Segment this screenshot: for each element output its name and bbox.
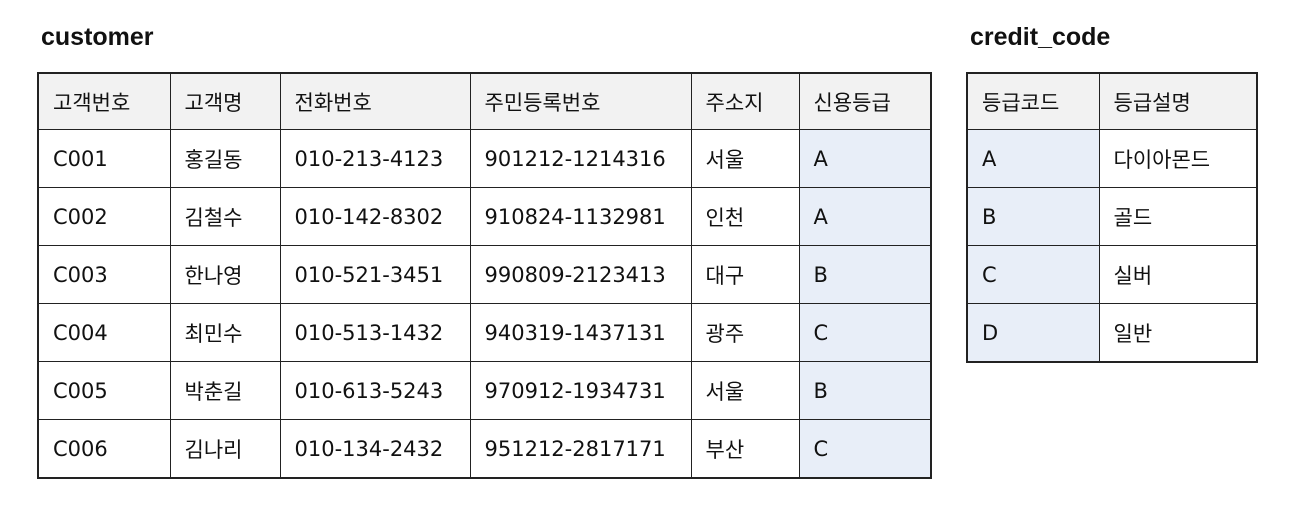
table-row: C006 김나리 010-134-2432 951212-2817171 부산 … (37, 419, 932, 479)
phone-cell: 010-142-8302 (279, 187, 471, 246)
credit-grade-cell: C (798, 419, 932, 479)
customer-id-cell: C001 (37, 129, 171, 188)
customer-id-cell: C002 (37, 187, 171, 246)
address-cell: 부산 (690, 419, 800, 479)
table-row: C005 박춘길 010-613-5243 970912-1934731 서울 … (37, 361, 932, 420)
customer-col-header: 주민등록번호 (469, 72, 692, 130)
table-row: C003 한나영 010-521-3451 990809-2123413 대구 … (37, 245, 932, 304)
resident-number-cell: 951212-2817171 (469, 419, 692, 479)
resident-number-cell: 940319-1437131 (469, 303, 692, 362)
resident-number-cell: 970912-1934731 (469, 361, 692, 420)
resident-number-cell: 901212-1214316 (469, 129, 692, 188)
table-row: C 실버 (966, 245, 1258, 304)
grade-description-cell: 골드 (1098, 187, 1258, 246)
address-cell: 대구 (690, 245, 800, 304)
credit-code-table-title: credit_code (970, 23, 1111, 51)
customer-name-cell: 홍길동 (169, 129, 281, 188)
credit-code-col-header: 등급코드 (966, 72, 1100, 130)
phone-cell: 010-613-5243 (279, 361, 471, 420)
customer-table-title: customer (41, 23, 154, 51)
customer-name-cell: 박춘길 (169, 361, 281, 420)
credit-grade-cell: B (798, 245, 932, 304)
table-row: B 골드 (966, 187, 1258, 246)
address-cell: 서울 (690, 361, 800, 420)
customer-col-header: 주소지 (690, 72, 800, 130)
customer-table: 고객번호 고객명 전화번호 주민등록번호 주소지 신용등급 C001 홍길동 0… (37, 72, 932, 479)
customer-name-cell: 최민수 (169, 303, 281, 362)
phone-cell: 010-213-4123 (279, 129, 471, 188)
phone-cell: 010-513-1432 (279, 303, 471, 362)
customer-id-cell: C003 (37, 245, 171, 304)
customer-col-header: 전화번호 (279, 72, 471, 130)
credit-grade-cell: A (798, 129, 932, 188)
credit-code-col-header: 등급설명 (1098, 72, 1258, 130)
customer-col-header: 신용등급 (798, 72, 932, 130)
customer-id-cell: C005 (37, 361, 171, 420)
grade-description-cell: 다이아몬드 (1098, 129, 1258, 188)
credit-grade-cell: C (798, 303, 932, 362)
grade-code-cell: D (966, 303, 1100, 363)
grade-code-cell: C (966, 245, 1100, 304)
address-cell: 서울 (690, 129, 800, 188)
grade-description-cell: 실버 (1098, 245, 1258, 304)
credit-code-table: 등급코드 등급설명 A 다이아몬드 B 골드 C 실버 D 일반 (966, 72, 1258, 363)
customer-id-cell: C004 (37, 303, 171, 362)
credit-grade-cell: B (798, 361, 932, 420)
customer-name-cell: 한나영 (169, 245, 281, 304)
customer-table-block: customer 고객번호 고객명 전화번호 주민등록번호 주소지 신용등급 C… (37, 22, 932, 479)
table-row: D 일반 (966, 303, 1258, 363)
table-row: A 다이아몬드 (966, 129, 1258, 188)
credit-grade-cell: A (798, 187, 932, 246)
grade-description-cell: 일반 (1098, 303, 1258, 363)
address-cell: 인천 (690, 187, 800, 246)
customer-name-cell: 김철수 (169, 187, 281, 246)
customer-col-header: 고객번호 (37, 72, 171, 130)
resident-number-cell: 910824-1132981 (469, 187, 692, 246)
credit-code-table-block: credit_code 등급코드 등급설명 A 다이아몬드 B 골드 C 실버 (966, 22, 1258, 363)
grade-code-cell: A (966, 129, 1100, 188)
customer-id-cell: C006 (37, 419, 171, 479)
table-row: C001 홍길동 010-213-4123 901212-1214316 서울 … (37, 129, 932, 188)
customer-col-header: 고객명 (169, 72, 281, 130)
table-row: C002 김철수 010-142-8302 910824-1132981 인천 … (37, 187, 932, 246)
address-cell: 광주 (690, 303, 800, 362)
phone-cell: 010-134-2432 (279, 419, 471, 479)
resident-number-cell: 990809-2123413 (469, 245, 692, 304)
credit-code-header-row: 등급코드 등급설명 (966, 72, 1258, 130)
table-row: C004 최민수 010-513-1432 940319-1437131 광주 … (37, 303, 932, 362)
grade-code-cell: B (966, 187, 1100, 246)
customer-header-row: 고객번호 고객명 전화번호 주민등록번호 주소지 신용등급 (37, 72, 932, 130)
phone-cell: 010-521-3451 (279, 245, 471, 304)
customer-name-cell: 김나리 (169, 419, 281, 479)
